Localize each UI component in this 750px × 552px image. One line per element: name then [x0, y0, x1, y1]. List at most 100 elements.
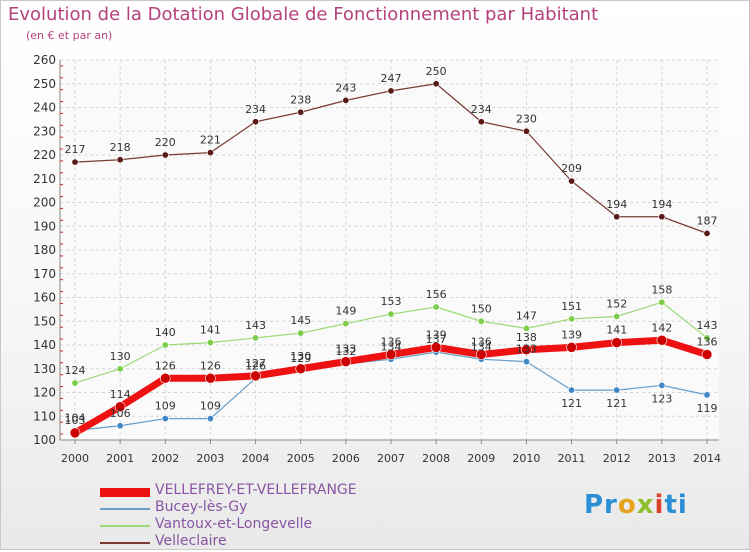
data-point: [252, 334, 260, 342]
legend-swatch: [100, 508, 150, 510]
data-label: 217: [65, 143, 86, 156]
data-label: 121: [561, 397, 582, 410]
data-point: [206, 149, 214, 157]
data-point: [568, 315, 576, 323]
y-tick-label: 190: [33, 219, 56, 233]
legend-label: Bucey-lès-Gy: [155, 499, 248, 515]
data-label: 230: [516, 112, 537, 125]
data-point: [568, 177, 576, 185]
x-tick-label: 2014: [693, 452, 721, 465]
y-tick-label: 100: [33, 433, 56, 447]
data-label: 133: [335, 343, 356, 356]
data-label: 136: [471, 336, 492, 349]
data-point: [342, 96, 350, 104]
data-label: 127: [245, 357, 266, 370]
data-point: [432, 303, 440, 311]
data-label: 109: [200, 400, 221, 413]
data-point: [522, 358, 530, 366]
data-point: [522, 127, 530, 135]
data-label: 220: [155, 136, 176, 149]
data-point: [477, 118, 485, 126]
data-point: [385, 349, 397, 360]
data-label: 141: [200, 324, 221, 337]
data-point: [432, 80, 440, 88]
y-tick-label: 250: [33, 77, 56, 91]
data-point: [387, 310, 395, 318]
data-label: 134: [471, 340, 492, 353]
data-point: [206, 339, 214, 347]
data-point: [161, 415, 169, 423]
data-label: 221: [200, 134, 221, 147]
data-label: 136: [697, 336, 718, 349]
data-point: [161, 341, 169, 349]
data-label: 139: [426, 328, 447, 341]
data-point: [703, 391, 711, 399]
data-point: [521, 344, 532, 356]
x-tick-label: 2006: [332, 452, 360, 465]
y-tick-label: 210: [33, 172, 56, 186]
data-label: 234: [245, 103, 266, 116]
chart-title: Evolution de la Dotation Globale de Fonc…: [8, 4, 599, 25]
data-point: [475, 349, 487, 360]
data-point: [205, 372, 216, 384]
data-point: [116, 156, 124, 164]
y-tick-label: 140: [33, 338, 56, 352]
line-chart: 100 110 120 130 140 150 160 170 180 190 200 210 220 2…: [33, 53, 721, 465]
x-tick-label: 2003: [196, 452, 224, 465]
data-label: 133: [516, 343, 537, 356]
data-label: 140: [155, 326, 176, 339]
data-label: 130: [110, 350, 131, 363]
data-label: 123: [651, 392, 672, 405]
data-label: 247: [381, 72, 402, 85]
data-point: [206, 415, 214, 423]
data-point: [613, 386, 621, 394]
y-tick-label: 120: [33, 386, 56, 400]
data-label: 137: [426, 333, 447, 346]
data-point: [656, 334, 668, 346]
data-point: [566, 342, 577, 353]
data-point: [387, 87, 395, 95]
x-tick-label: 2000: [61, 452, 89, 465]
data-point: [703, 334, 711, 342]
y-tick-label: 150: [33, 314, 56, 328]
y-tick-label: 240: [33, 101, 56, 115]
data-point: [116, 422, 124, 430]
x-tick-label: 2004: [242, 452, 270, 465]
data-point: [430, 342, 442, 353]
chart-subtitle: (en € et par an): [26, 29, 113, 42]
data-point: [71, 158, 79, 166]
data-label: 103: [65, 414, 86, 427]
x-tick-label: 2010: [512, 452, 540, 465]
data-label: 138: [516, 331, 537, 344]
data-point: [658, 298, 666, 306]
data-point: [613, 213, 621, 221]
data-label: 124: [65, 364, 86, 377]
data-label: 126: [200, 359, 221, 372]
data-point: [611, 337, 623, 348]
legend-label: VELLEFREY-ET-VELLEFRANGE: [155, 482, 357, 498]
data-label: 129: [290, 352, 311, 365]
data-label: 238: [290, 93, 311, 106]
data-point: [116, 365, 124, 373]
legend-swatch: [100, 487, 150, 497]
y-tick-label: 110: [33, 409, 56, 423]
data-point: [297, 329, 305, 337]
data-label: 132: [335, 345, 356, 358]
x-tick-label: 2001: [106, 452, 134, 465]
data-label: 209: [561, 162, 582, 175]
data-label: 153: [381, 295, 402, 308]
data-label: 126: [155, 359, 176, 372]
data-label: 234: [471, 103, 492, 116]
data-label: 194: [651, 198, 672, 211]
data-label: 152: [606, 298, 627, 311]
logo-part: Pr: [584, 490, 618, 520]
logo-part: o: [617, 490, 637, 520]
x-tick-label: 2012: [603, 452, 631, 465]
data-label: 141: [606, 324, 627, 337]
data-label: 139: [561, 328, 582, 341]
y-tick-label: 200: [33, 196, 56, 210]
data-point: [658, 381, 666, 389]
data-point: [340, 356, 352, 367]
data-label: 150: [471, 302, 492, 315]
logo-part: ti: [664, 490, 688, 520]
